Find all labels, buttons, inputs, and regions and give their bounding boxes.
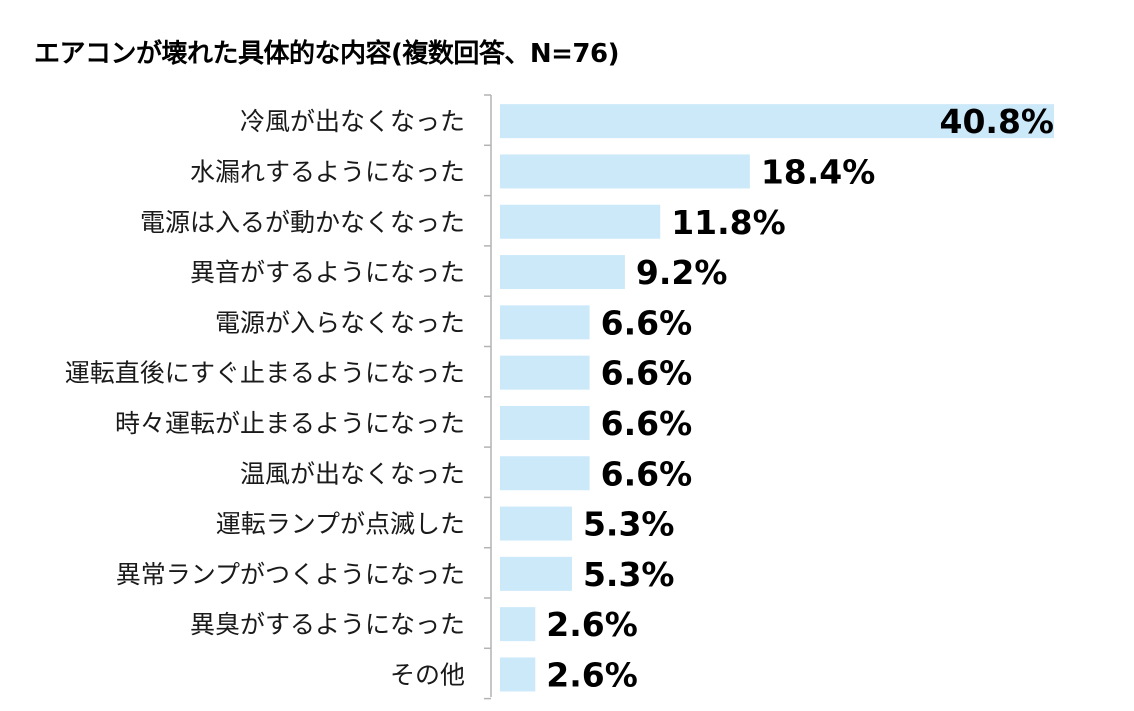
bar — [500, 556, 572, 591]
category-label: 冷風が出なくなった — [240, 107, 465, 136]
category-label: 運転直後にすぐ止まるようになった — [65, 359, 465, 388]
category-label: 異臭がするようになった — [190, 610, 465, 639]
category-label: その他 — [390, 660, 465, 689]
category-label: 時々運転が止まるようになった — [115, 409, 465, 438]
bar — [500, 506, 572, 541]
category-label: 運転ランプが点滅した — [216, 510, 465, 539]
bar — [500, 657, 536, 692]
category-label: 電源は入るが動かなくなった — [140, 208, 465, 237]
bar — [500, 355, 590, 390]
category-label: 異常ランプがつくようになった — [116, 560, 465, 589]
bar — [500, 204, 661, 239]
category-label: 異音がするようになった — [190, 258, 465, 287]
bar — [500, 305, 590, 340]
value-label: 6.6% — [601, 303, 693, 342]
value-label: 5.3% — [583, 505, 675, 544]
category-label: 電源が入らなくなった — [215, 308, 465, 337]
value-label: 40.8% — [940, 102, 1055, 141]
value-label: 6.6% — [601, 354, 693, 393]
value-label: 6.6% — [601, 404, 693, 443]
value-label: 9.2% — [636, 253, 728, 292]
bar — [500, 456, 590, 491]
value-label: 2.6% — [546, 655, 638, 694]
bars-layer: 冷風が出なくなった 40.8% 水漏れするようになった 18.4% 電源は入るが動かなく… — [65, 94, 1055, 700]
value-label: 18.4% — [761, 152, 876, 191]
value-label: 2.6% — [546, 605, 638, 644]
category-label: 水漏れするようになった — [190, 157, 465, 186]
value-label: 11.8% — [671, 203, 786, 242]
category-label: 温風が出なくなった — [240, 459, 465, 488]
bar — [500, 255, 625, 290]
bar — [500, 154, 750, 189]
chart-title: エアコンが壊れた具体的な内容(複数回答、N=76) — [34, 39, 620, 69]
value-label: 5.3% — [583, 555, 675, 594]
bar — [500, 607, 536, 642]
value-label: 6.6% — [601, 454, 693, 493]
bar — [500, 405, 590, 440]
bar — [500, 104, 1054, 139]
